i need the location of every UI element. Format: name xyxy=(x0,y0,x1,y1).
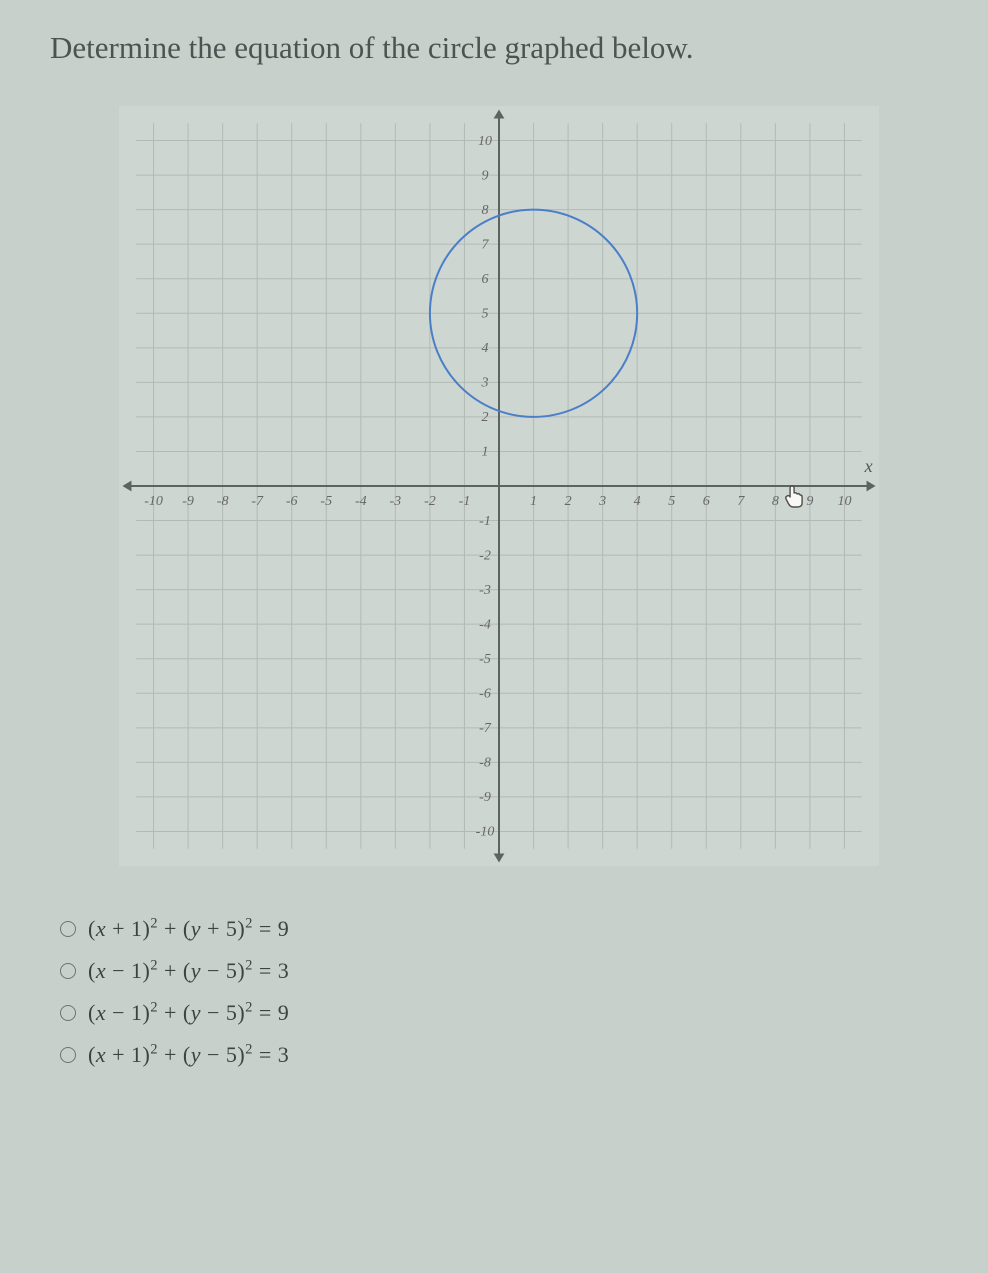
svg-text:8: 8 xyxy=(482,203,489,218)
radio-icon[interactable] xyxy=(60,921,76,937)
svg-text:3: 3 xyxy=(598,494,606,509)
svg-text:4: 4 xyxy=(634,494,641,509)
svg-text:x: x xyxy=(864,456,873,476)
svg-text:-2: -2 xyxy=(424,494,436,509)
answer-option[interactable]: (x − 1)2 + (y − 5)2 = 3 xyxy=(60,958,948,984)
svg-text:1: 1 xyxy=(482,445,489,460)
svg-text:7: 7 xyxy=(482,237,490,252)
svg-text:-9: -9 xyxy=(479,790,491,805)
svg-text:9: 9 xyxy=(806,494,813,509)
radio-icon[interactable] xyxy=(60,963,76,979)
svg-text:6: 6 xyxy=(703,494,710,509)
svg-text:-6: -6 xyxy=(479,686,491,701)
svg-text:-5: -5 xyxy=(479,652,491,667)
svg-text:2: 2 xyxy=(565,494,572,509)
svg-text:-7: -7 xyxy=(479,721,492,736)
svg-text:10: 10 xyxy=(478,134,492,149)
svg-text:7: 7 xyxy=(737,494,745,509)
svg-text:-7: -7 xyxy=(251,494,264,509)
radio-icon[interactable] xyxy=(60,1005,76,1021)
option-equation: (x − 1)2 + (y − 5)2 = 3 xyxy=(88,958,289,984)
svg-text:3: 3 xyxy=(481,376,489,391)
svg-text:-10: -10 xyxy=(144,494,163,509)
answer-option[interactable]: (x + 1)2 + (y + 5)2 = 9 xyxy=(60,916,948,942)
option-equation: (x − 1)2 + (y − 5)2 = 9 xyxy=(88,1000,289,1026)
svg-text:-6: -6 xyxy=(286,494,298,509)
svg-text:4: 4 xyxy=(482,341,489,356)
svg-text:-8: -8 xyxy=(479,756,491,771)
svg-text:6: 6 xyxy=(482,272,489,287)
svg-text:8: 8 xyxy=(772,494,779,509)
svg-text:-4: -4 xyxy=(479,617,491,632)
svg-text:-10: -10 xyxy=(476,825,495,840)
svg-text:9: 9 xyxy=(482,168,489,183)
answer-option[interactable]: (x − 1)2 + (y − 5)2 = 9 xyxy=(60,1000,948,1026)
svg-text:5: 5 xyxy=(668,494,675,509)
svg-text:10: 10 xyxy=(837,494,851,509)
svg-text:2: 2 xyxy=(482,410,489,425)
svg-text:1: 1 xyxy=(530,494,537,509)
option-equation: (x + 1)2 + (y + 5)2 = 9 xyxy=(88,916,289,942)
svg-text:-2: -2 xyxy=(479,548,491,563)
svg-text:-3: -3 xyxy=(479,583,491,598)
svg-text:-9: -9 xyxy=(182,494,194,509)
radio-icon[interactable] xyxy=(60,1047,76,1063)
svg-text:-1: -1 xyxy=(479,514,491,529)
svg-text:-1: -1 xyxy=(459,494,471,509)
graph-svg: xy-10-10-9-9-8-8-7-7-6-6-5-5-4-4-3-3-2-2… xyxy=(119,106,879,866)
question-title: Determine the equation of the circle gra… xyxy=(50,30,948,66)
answer-options: (x + 1)2 + (y + 5)2 = 9 (x − 1)2 + (y − 5… xyxy=(60,916,948,1068)
svg-text:-5: -5 xyxy=(320,494,332,509)
svg-text:-3: -3 xyxy=(390,494,402,509)
svg-text:-4: -4 xyxy=(355,494,367,509)
svg-text:-8: -8 xyxy=(217,494,229,509)
option-equation: (x + 1)2 + (y − 5)2 = 3 xyxy=(88,1042,289,1068)
coordinate-graph: xy-10-10-9-9-8-8-7-7-6-6-5-5-4-4-3-3-2-2… xyxy=(119,106,879,866)
answer-option[interactable]: (x + 1)2 + (y − 5)2 = 3 xyxy=(60,1042,948,1068)
svg-text:5: 5 xyxy=(482,306,489,321)
